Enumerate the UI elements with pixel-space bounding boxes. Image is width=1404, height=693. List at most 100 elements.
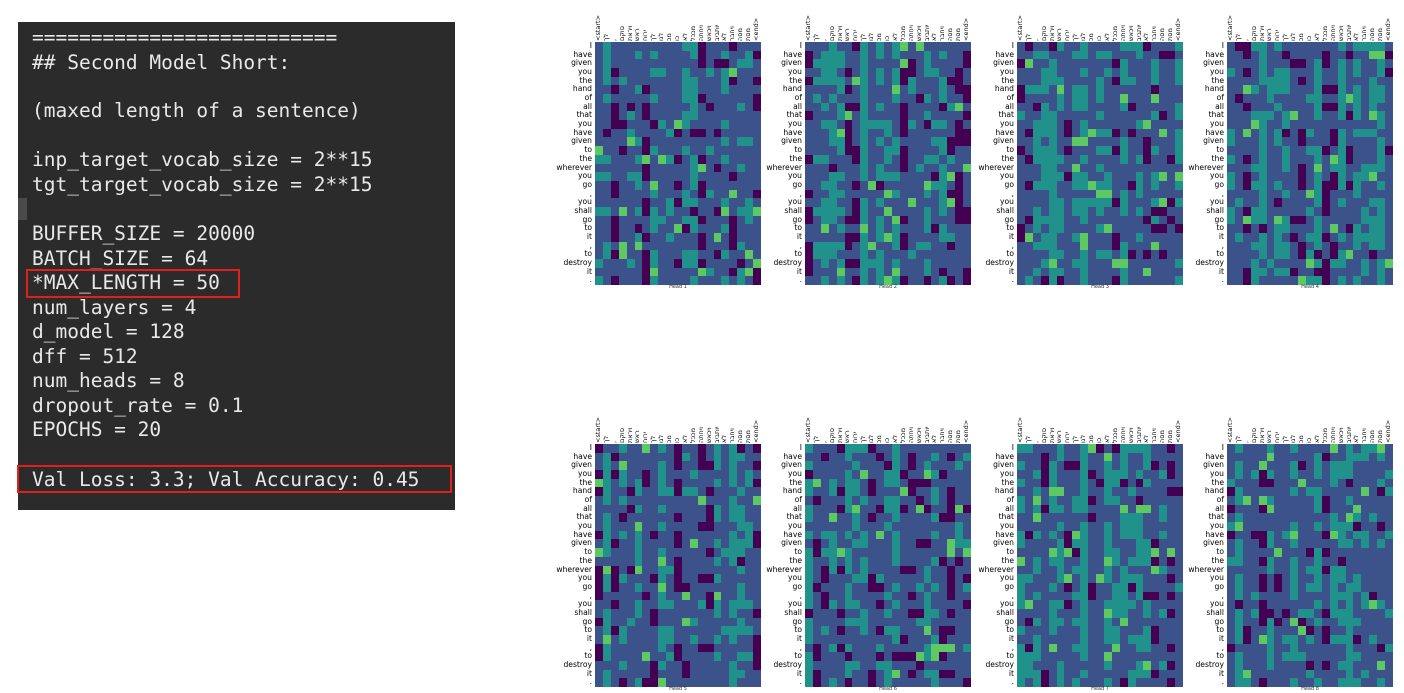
heatmap-cell: [812, 276, 822, 286]
heatmap-cell: [955, 250, 964, 260]
heatmap-cell: [674, 258, 683, 269]
heatmap-cell: [595, 250, 604, 260]
heatmap-cell: [1167, 68, 1176, 78]
heatmap-cell: [836, 59, 845, 69]
y-tick-label: .: [1221, 677, 1224, 687]
cursor-marker: [18, 198, 27, 220]
heatmap-cell: [634, 111, 643, 121]
heatmap-cell: [610, 241, 620, 251]
heatmap-cell: [705, 276, 715, 286]
y-tick-label: ,: [1011, 188, 1014, 198]
heatmap-cell: [634, 128, 643, 138]
heatmap-cell: [955, 215, 964, 225]
heatmap-cell: [915, 163, 925, 173]
y-tick-label: to: [584, 223, 592, 233]
heatmap-cell: [805, 189, 814, 199]
heatmap-cell: [1056, 76, 1065, 86]
heatmap-cell: [931, 85, 940, 95]
heatmap-cell: [689, 258, 699, 269]
heatmap-cell: [705, 94, 715, 104]
x-tick-label: ויחתה: [696, 25, 705, 41]
heatmap-cell: [689, 59, 699, 69]
heatmap-cell: [1064, 42, 1073, 52]
heatmap-cell: [860, 146, 869, 156]
heatmap-cell: [891, 68, 901, 78]
heatmap-cell: [820, 137, 830, 147]
heatmap-cell: [650, 102, 659, 112]
heatmap-cell: [820, 163, 830, 173]
heatmap-cell: [674, 163, 683, 173]
heatmap-cell: [721, 189, 730, 199]
heatmap-cell: [721, 111, 730, 121]
heatmap-cell: [1127, 76, 1137, 86]
heatmap-cell: [1167, 76, 1176, 86]
x-tick-label: ויחתה: [1328, 427, 1337, 443]
heatmap-cell: [963, 76, 972, 86]
heatmap-cell: [820, 128, 830, 138]
heatmap-cell: [955, 137, 964, 147]
heatmap-cell: [915, 85, 925, 95]
heatmap-cell: [689, 146, 699, 156]
heatmap-cell: [812, 42, 822, 52]
heatmap-cell: [1167, 42, 1176, 52]
heatmap-cell: [812, 94, 822, 104]
heatmap-cell: [729, 76, 738, 86]
heatmap-cell: [899, 120, 909, 130]
heatmap-cell: [955, 224, 964, 234]
heatmap-cell: [745, 50, 754, 60]
heatmap-cell: [1048, 50, 1057, 60]
heatmap-cell: [595, 68, 604, 78]
heatmap-cell: [642, 111, 651, 121]
heatmap-cell: [658, 42, 667, 52]
y-tick-label: .: [799, 275, 802, 285]
heatmap-cell: [923, 128, 932, 138]
heatmap-cell: [658, 85, 667, 95]
heatmap-cell: [737, 258, 746, 269]
heatmap-cell: [844, 241, 853, 251]
heatmap-cell: [705, 172, 715, 182]
x-tick-label: כו: [883, 437, 891, 443]
heatmap-cell: [666, 224, 675, 234]
heatmap-cell: [955, 85, 964, 95]
heatmap-cell: [595, 189, 604, 199]
heatmap-cell: [868, 250, 877, 260]
x-tick-label: לך: [811, 435, 820, 443]
heatmap-cell: [963, 120, 972, 130]
heatmap-cell: [844, 250, 853, 260]
heatmap-cell: [955, 172, 964, 182]
heatmap-cell: [947, 94, 956, 104]
heatmap-cell: [836, 120, 845, 130]
heatmap-cell: [713, 154, 722, 164]
heatmap-cell: [1056, 85, 1065, 95]
heatmap-cell: [931, 224, 940, 234]
heatmap-cell: [844, 42, 853, 52]
heatmap-cell: [947, 276, 956, 286]
heatmap-cell: [820, 180, 830, 191]
heatmap-cell: [915, 68, 925, 78]
heatmap-cell: [828, 94, 838, 104]
heatmap-cell: [868, 180, 877, 191]
heatmap-cell: [658, 59, 667, 69]
heatmap-cell: [729, 224, 738, 234]
heatmap-cell: [737, 59, 746, 69]
heatmap-cell: [666, 250, 675, 260]
heatmap-cell: [812, 250, 822, 260]
y-tick-label: all: [1005, 101, 1014, 111]
heatmap-cell: [955, 111, 964, 121]
heatmap-cell: [860, 267, 869, 277]
heatmap-cell: [634, 250, 643, 260]
y-tick-label: all: [793, 101, 802, 111]
heatmap-cell: [642, 120, 651, 130]
heatmap-cell: [642, 180, 651, 191]
heatmap-cell: [1103, 50, 1113, 60]
heatmap-cell: [836, 198, 845, 208]
heatmap-cell: [626, 258, 635, 269]
x-tick-label: לא: [1102, 434, 1111, 443]
heatmap-cell: [618, 68, 628, 78]
heatmap-cell: [884, 111, 893, 121]
heatmap-cell: [805, 250, 814, 260]
heatmap-cell: [713, 163, 722, 173]
x-tick-label: מכ: [1087, 33, 1096, 41]
heatmap-cell: [697, 94, 707, 104]
heatmap-cell: [844, 85, 853, 95]
